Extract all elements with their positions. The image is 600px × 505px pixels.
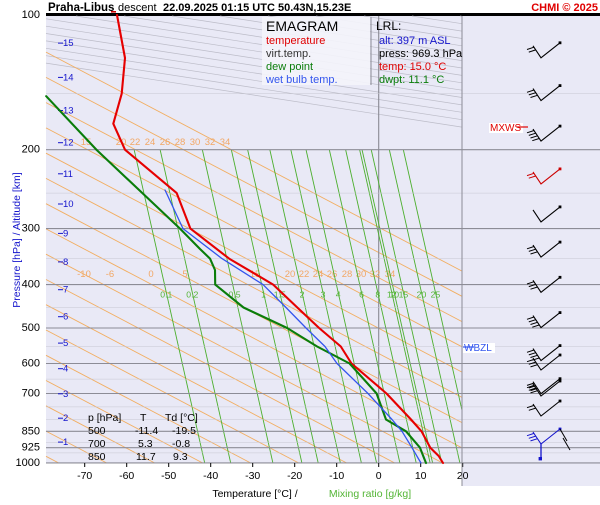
svg-text:3: 3 (321, 290, 326, 300)
svg-text:5: 5 (182, 269, 187, 280)
svg-text:34: 34 (220, 137, 231, 148)
svg-text:25: 25 (431, 290, 441, 300)
svg-text:-60: -60 (119, 470, 134, 482)
svg-text:15: 15 (63, 38, 74, 49)
svg-text:wet bulb temp.: wet bulb temp. (265, 74, 338, 86)
svg-text:6: 6 (63, 312, 68, 323)
svg-text:12: 12 (387, 290, 397, 300)
svg-text:6: 6 (359, 290, 364, 300)
svg-text:-70: -70 (77, 470, 92, 482)
svg-text:T: T (140, 412, 147, 424)
svg-text:-11.4: -11.4 (135, 425, 158, 437)
svg-text:0.2: 0.2 (186, 290, 198, 300)
svg-text:Mixing ratio [g/kg]: Mixing ratio [g/kg] (329, 488, 411, 500)
svg-text:virt.temp.: virt.temp. (266, 48, 311, 60)
svg-text:700: 700 (22, 388, 40, 400)
svg-text:1: 1 (63, 437, 68, 448)
svg-text:8: 8 (375, 290, 380, 300)
svg-text:10: 10 (63, 199, 74, 210)
svg-text:MXWS: MXWS (490, 123, 521, 134)
svg-text:300: 300 (22, 223, 40, 235)
svg-text:CHMI © 2025: CHMI © 2025 (531, 2, 598, 14)
svg-text:925: 925 (22, 442, 40, 454)
svg-text:600: 600 (22, 358, 40, 370)
svg-text:dew point: dew point (266, 61, 313, 73)
svg-text:9.3: 9.3 (173, 451, 188, 463)
svg-text:Td [°C]: Td [°C] (165, 412, 198, 424)
svg-text:20: 20 (285, 269, 296, 280)
svg-text:0.1: 0.1 (160, 290, 172, 300)
svg-text:11.7: 11.7 (136, 451, 156, 463)
svg-text:15: 15 (399, 290, 409, 300)
svg-text:-50: -50 (161, 470, 176, 482)
svg-text:p [hPa]: p [hPa] (88, 412, 121, 424)
svg-text:10: 10 (415, 470, 427, 482)
svg-text:12: 12 (63, 138, 74, 149)
svg-text:EMAGRAM: EMAGRAM (266, 18, 338, 34)
svg-text:alt: 397 m ASL: alt: 397 m ASL (379, 35, 451, 47)
svg-text:26: 26 (327, 269, 338, 280)
svg-text:28: 28 (342, 269, 353, 280)
svg-text:5: 5 (63, 338, 68, 349)
svg-text:22: 22 (299, 269, 310, 280)
svg-text:Praha-Libus: Praha-Libus (48, 2, 114, 14)
svg-text:4: 4 (63, 364, 68, 375)
svg-text:850: 850 (88, 451, 106, 463)
svg-text:3: 3 (63, 389, 68, 400)
svg-text:-40: -40 (203, 470, 218, 482)
svg-text:LRL:: LRL: (376, 19, 401, 33)
svg-text:11: 11 (63, 169, 73, 180)
svg-text:descent: descent (118, 2, 157, 14)
svg-text:-0.8: -0.8 (172, 438, 190, 450)
svg-text:24: 24 (145, 137, 156, 148)
svg-text:2: 2 (63, 413, 68, 424)
svg-text:100: 100 (22, 9, 40, 21)
svg-text:30: 30 (190, 137, 201, 148)
svg-text:500: 500 (22, 322, 40, 334)
svg-text:-10: -10 (77, 269, 91, 280)
svg-text:26: 26 (160, 137, 171, 148)
svg-text:850: 850 (22, 425, 40, 437)
svg-text:4: 4 (336, 290, 341, 300)
svg-text:dwpt: 11.1 °C: dwpt: 11.1 °C (379, 74, 444, 86)
svg-text:700: 700 (88, 438, 106, 450)
svg-text:-6: -6 (106, 269, 114, 280)
svg-text:1000: 1000 (16, 457, 40, 469)
svg-text:0: 0 (376, 470, 382, 482)
svg-text:Pressure [hPa] / Altitude [k: Pressure [hPa] / Altitude [km] (11, 172, 23, 307)
svg-text:-19.5: -19.5 (172, 425, 196, 437)
svg-text:9: 9 (63, 228, 68, 239)
svg-text:200: 200 (22, 144, 40, 156)
svg-text:-30: -30 (245, 470, 260, 482)
svg-text:32: 32 (205, 137, 216, 148)
svg-text:-10: -10 (329, 470, 344, 482)
svg-text:28: 28 (175, 137, 186, 148)
svg-text:5.3: 5.3 (138, 438, 153, 450)
svg-text:8: 8 (63, 257, 68, 268)
svg-text:400: 400 (22, 279, 40, 291)
svg-text:2: 2 (300, 290, 305, 300)
svg-text:20: 20 (457, 470, 469, 482)
svg-text:7: 7 (63, 285, 68, 296)
svg-text:500: 500 (88, 425, 106, 437)
svg-text:14: 14 (63, 72, 74, 83)
svg-text:20: 20 (417, 290, 427, 300)
svg-text:1: 1 (261, 290, 266, 300)
svg-text:press: 969.3 hPa: press: 969.3 hPa (379, 48, 463, 60)
svg-text:-20: -20 (287, 470, 302, 482)
svg-text:WBZL: WBZL (464, 343, 492, 354)
svg-text:temperature: temperature (266, 35, 325, 47)
svg-text:Temperature [°C] /: Temperature [°C] / (212, 488, 297, 500)
svg-text:22: 22 (130, 137, 141, 148)
svg-text:22.09.2025 01:15 UTC 50.43N,1: 22.09.2025 01:15 UTC 50.43N,15.23E (163, 2, 351, 14)
svg-text:temp: 15.0 °C: temp: 15.0 °C (379, 61, 446, 73)
svg-text:0: 0 (148, 269, 153, 280)
